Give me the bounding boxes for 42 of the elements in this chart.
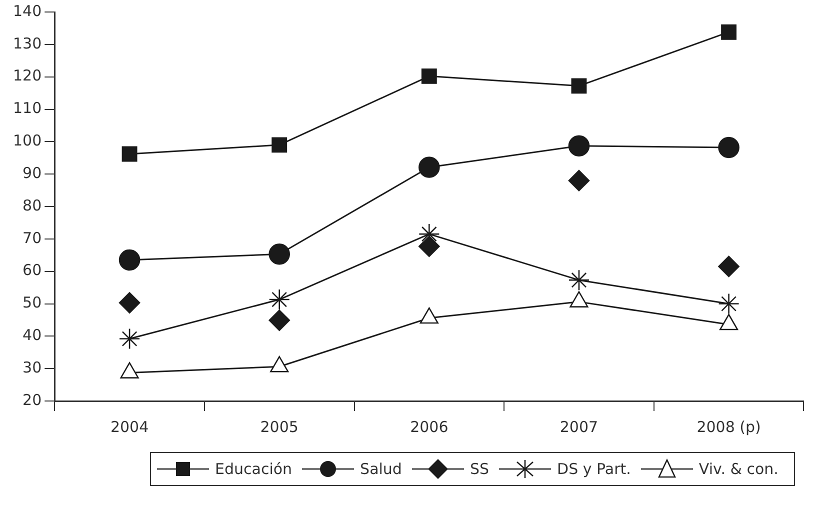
y-tick-label: 90	[22, 164, 42, 182]
point	[568, 170, 590, 192]
legend-label: DS y Part.	[557, 460, 631, 478]
x-tick-label: 2005	[260, 418, 298, 436]
point	[118, 292, 140, 314]
point	[268, 244, 290, 265]
y-tick-label: 110	[12, 99, 42, 118]
point	[418, 156, 440, 178]
point	[718, 136, 740, 158]
point	[718, 256, 740, 278]
point	[118, 328, 140, 350]
x-tick-label: 2007	[560, 418, 598, 436]
x-tick-label: 2008 (p)	[696, 418, 761, 436]
legend-label: Salud	[360, 460, 402, 478]
legend-label: Viv. & con.	[698, 460, 778, 478]
point	[418, 236, 440, 258]
legend-label: Educación	[215, 460, 292, 478]
point	[571, 78, 587, 94]
y-tick-label: 100	[12, 132, 42, 150]
point	[268, 310, 290, 331]
y-tick-label: 40	[22, 326, 42, 344]
point	[122, 146, 138, 162]
y-tick-label: 70	[22, 228, 42, 247]
point	[718, 293, 740, 314]
point	[568, 269, 590, 291]
y-tick-label: 20	[22, 390, 42, 409]
y-tick-label: 80	[22, 196, 42, 214]
x-tick-label: 2004	[110, 418, 149, 436]
point	[272, 137, 288, 153]
point	[421, 68, 437, 84]
y-tick-label: 50	[22, 294, 42, 312]
point	[268, 288, 290, 310]
y-tick-label: 130	[12, 34, 42, 52]
legend-label: SS	[470, 460, 490, 478]
x-tick-label: 2006	[410, 418, 448, 436]
y-tick-label: 120	[12, 66, 42, 85]
point	[118, 249, 140, 271]
y-tick-label: 60	[22, 261, 42, 280]
point	[568, 135, 590, 157]
point	[721, 24, 737, 40]
y-tick-label: 140	[12, 2, 42, 20]
y-tick-label: 30	[22, 358, 42, 376]
